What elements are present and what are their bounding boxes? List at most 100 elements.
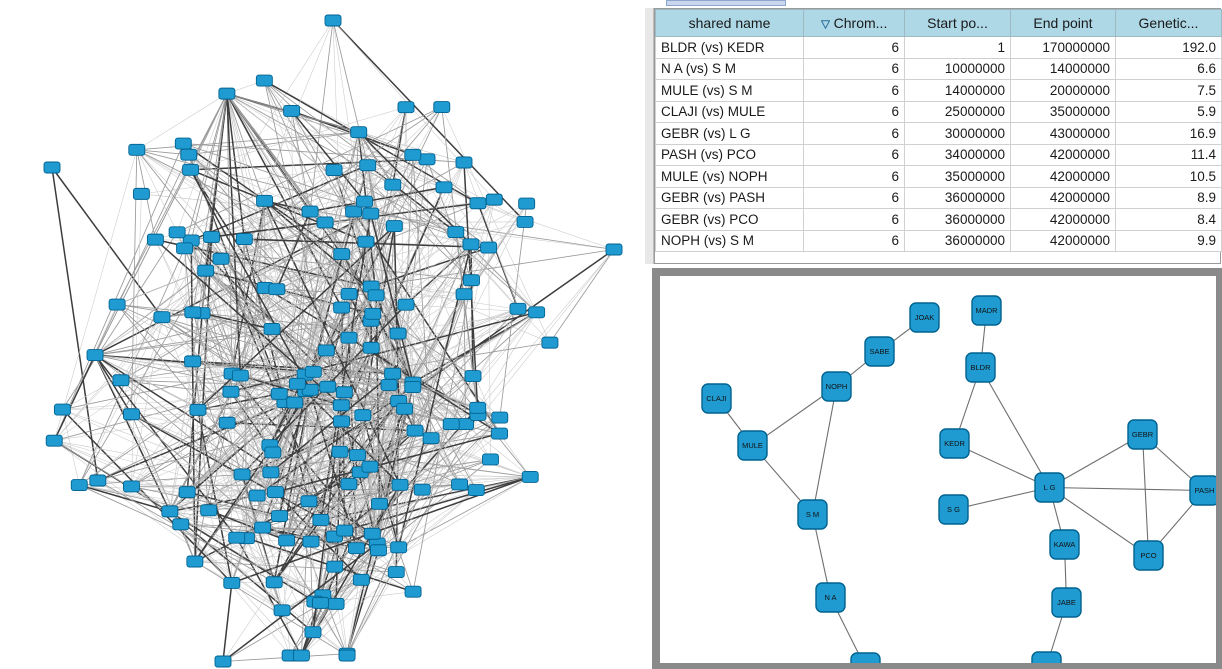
table-row[interactable]: MULE (vs) S M 6 14000000 20000000 7.5	[655, 79, 1222, 102]
table-cell-end_point[interactable]: 42000000	[1010, 165, 1116, 188]
graph-node[interactable]	[302, 535, 320, 548]
edge-table-panel[interactable]: shared name Chrom... Start po... End poi…	[645, 0, 1222, 268]
table-cell-genetic[interactable]: 16.9	[1115, 122, 1222, 145]
graph-node[interactable]	[413, 483, 431, 496]
graph-node[interactable]: KEDR	[939, 428, 970, 459]
table-row[interactable]: GEBR (vs) PASH 6 36000000 42000000 8.9	[655, 186, 1222, 209]
graph-node[interactable]	[491, 427, 508, 440]
graph-node[interactable]: PASH	[1189, 475, 1216, 506]
graph-node[interactable]	[335, 386, 353, 399]
graph-node[interactable]	[541, 336, 559, 349]
table-cell-chromosome[interactable]: 6	[803, 165, 905, 188]
graph-node[interactable]	[464, 370, 482, 383]
graph-edge[interactable]	[811, 386, 838, 515]
graph-node[interactable]	[345, 205, 363, 218]
graph-node[interactable]	[316, 216, 334, 229]
graph-node[interactable]	[325, 164, 343, 176]
graph-node-shape[interactable]	[1133, 540, 1164, 571]
graph-node[interactable]	[161, 505, 179, 518]
graph-node[interactable]: NOPH	[821, 371, 852, 402]
graph-node[interactable]	[212, 252, 230, 265]
graph-node[interactable]	[267, 486, 284, 499]
table-cell-shared_name[interactable]: MULE (vs) NOPH	[655, 165, 804, 188]
graph-node[interactable]	[278, 534, 296, 547]
graph-node[interactable]	[404, 585, 422, 598]
graph-node[interactable]	[350, 126, 368, 139]
graph-edge[interactable]	[980, 367, 1050, 488]
graph-node[interactable]	[348, 542, 365, 555]
graph-edge[interactable]	[1141, 434, 1150, 556]
graph-node[interactable]	[288, 377, 306, 390]
graph-node[interactable]	[319, 380, 337, 393]
graph-node[interactable]	[222, 385, 240, 398]
graph-node[interactable]	[332, 399, 350, 412]
graph-node[interactable]	[218, 87, 236, 100]
graph-node[interactable]: MADR	[971, 295, 1002, 326]
table-cell-end_point[interactable]: 42000000	[1010, 186, 1116, 209]
graph-node[interactable]	[333, 248, 351, 261]
graph-node-shape[interactable]	[737, 430, 768, 461]
table-cell-end_point[interactable]: 20000000	[1010, 79, 1116, 102]
graph-node[interactable]	[184, 355, 202, 368]
table-cell-genetic[interactable]: 192.0	[1115, 36, 1222, 59]
graph-node-shape[interactable]	[821, 371, 852, 402]
graph-node[interactable]	[397, 298, 415, 311]
graph-node[interactable]	[367, 289, 385, 302]
graph-node[interactable]	[485, 193, 503, 206]
graph-node-shape[interactable]	[1034, 472, 1065, 503]
graph-node[interactable]	[336, 524, 354, 537]
subnetwork-canvas[interactable]: JOAK SABE NOPH CLAJI MULE S M N A MIWE MADR BLDR K…	[660, 276, 1216, 663]
graph-node[interactable]	[359, 159, 377, 172]
graph-node-shape[interactable]	[1031, 651, 1062, 663]
graph-node[interactable]: JABE	[1051, 587, 1082, 618]
graph-node[interactable]	[231, 369, 249, 382]
graph-node[interactable]: GEBR	[1127, 419, 1158, 450]
graph-node[interactable]	[248, 489, 266, 502]
graph-node[interactable]	[304, 626, 322, 639]
graph-node[interactable]	[184, 306, 202, 319]
table-cell-end_point[interactable]: 42000000	[1010, 208, 1116, 231]
graph-node-shape[interactable]	[850, 652, 881, 663]
graph-node[interactable]	[53, 403, 71, 416]
graph-node[interactable]	[311, 596, 329, 609]
table-cell-start_point[interactable]: 30000000	[904, 122, 1011, 145]
table-row[interactable]: CLAJI (vs) MULE 6 25000000 35000000 5.9	[655, 100, 1222, 123]
graph-node[interactable]	[333, 301, 351, 314]
graph-node[interactable]	[469, 401, 487, 414]
graph-node[interactable]	[528, 306, 546, 319]
graph-node[interactable]	[254, 521, 272, 534]
graph-node[interactable]	[255, 74, 273, 87]
graph-node[interactable]	[364, 307, 382, 320]
graph-node[interactable]	[264, 446, 282, 459]
graph-node[interactable]	[482, 453, 499, 466]
graph-node[interactable]	[340, 478, 358, 491]
graph-node[interactable]	[292, 649, 310, 662]
graph-node[interactable]: CLAJI	[701, 383, 732, 414]
filter-sort-icon[interactable]	[820, 16, 830, 32]
table-container[interactable]: shared name Chrom... Start po... End poi…	[654, 8, 1222, 264]
graph-node[interactable]	[389, 327, 407, 340]
table-cell-genetic[interactable]: 8.9	[1115, 186, 1222, 209]
graph-node[interactable]	[467, 484, 485, 497]
table-cell-start_point[interactable]: 1	[904, 36, 1011, 59]
table-row[interactable]: GEBR (vs) PCO 6 36000000 42000000 8.4	[655, 208, 1222, 231]
graph-node[interactable]	[404, 381, 422, 394]
table-cell-chromosome[interactable]: 6	[803, 57, 905, 80]
graph-node[interactable]	[197, 264, 215, 277]
graph-node-shape[interactable]	[1051, 587, 1082, 618]
table-cell-start_point[interactable]: 36000000	[904, 229, 1011, 252]
table-cell-shared_name[interactable]: BLDR (vs) KEDR	[655, 36, 804, 59]
graph-node[interactable]	[218, 416, 236, 429]
graph-node[interactable]	[340, 331, 358, 344]
table-cell-genetic[interactable]: 5.9	[1115, 100, 1222, 123]
column-header-genetic[interactable]: Genetic...	[1115, 9, 1222, 37]
edge-table[interactable]: shared name Chrom... Start po... End poi…	[655, 9, 1222, 252]
table-cell-chromosome[interactable]: 6	[803, 143, 905, 166]
table-cell-end_point[interactable]: 14000000	[1010, 57, 1116, 80]
graph-node[interactable]	[362, 207, 380, 220]
table-cell-chromosome[interactable]: 6	[803, 36, 905, 59]
graph-node[interactable]: S G	[938, 494, 969, 525]
subnetwork-panel[interactable]: JOAK SABE NOPH CLAJI MULE S M N A MIWE MADR BLDR K…	[652, 268, 1222, 669]
graph-node[interactable]	[338, 649, 356, 662]
graph-node[interactable]	[384, 367, 402, 380]
